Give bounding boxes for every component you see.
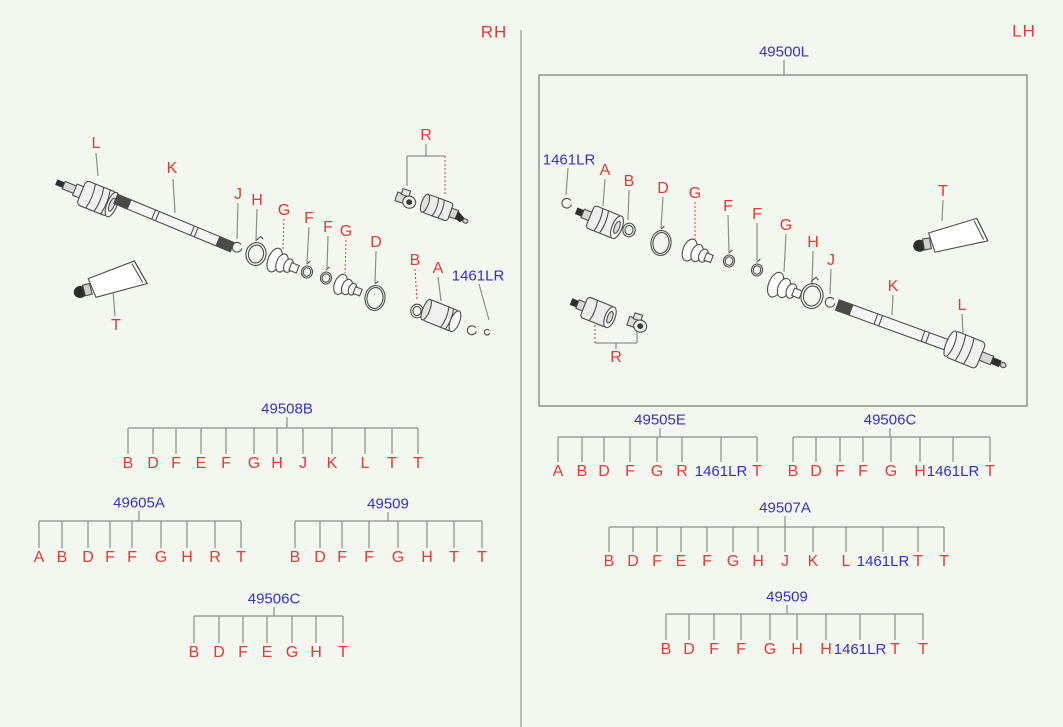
rh-dynamic-damper bbox=[419, 193, 469, 224]
rh-callout-D: D bbox=[370, 234, 382, 251]
lh-boot-band-small-2 bbox=[750, 258, 764, 277]
rh-callout-F1: F bbox=[304, 210, 314, 227]
rh-boot-band-small-2 bbox=[319, 266, 333, 285]
lh-outer-cv-joint bbox=[943, 330, 1007, 369]
rh-boot-band-small-1 bbox=[300, 260, 314, 279]
rh-callout-B: B bbox=[409, 252, 421, 269]
lh-callout-D: D bbox=[657, 180, 669, 197]
rh-damper-bracket bbox=[394, 187, 417, 209]
rh-callout-A: A bbox=[432, 260, 444, 277]
lh-callout-A: A bbox=[599, 162, 611, 179]
lh-assembly-box bbox=[538, 74, 1028, 407]
rh-callout-T: T bbox=[111, 317, 121, 334]
lh-cv-boot-2 bbox=[766, 271, 803, 300]
rh-callout-L: L bbox=[91, 135, 101, 152]
rh-callout-J: J bbox=[234, 186, 242, 203]
lh-callout-T: T bbox=[938, 183, 948, 200]
part-number-49500L: 49500L bbox=[758, 43, 810, 61]
lh-callout-L: L bbox=[957, 297, 967, 314]
lh-callout-F1: F bbox=[723, 198, 733, 215]
lh-snap-ring bbox=[561, 197, 572, 209]
rh-snap-ring-2 bbox=[483, 328, 491, 336]
lh-callout-F2: F bbox=[752, 206, 762, 223]
lh-boot-band-small-1 bbox=[722, 249, 736, 268]
lh-boot-band-d bbox=[650, 225, 672, 257]
rh-axle-shaft bbox=[113, 193, 235, 253]
callout-leader-lines bbox=[95, 60, 964, 349]
lh-circlip bbox=[824, 296, 836, 308]
lh-callout-G2: G bbox=[779, 217, 793, 234]
lh-callout-1461LR: 1461LR bbox=[542, 151, 596, 169]
rh-callout-R: R bbox=[420, 127, 432, 144]
side-label-rh: RH bbox=[480, 22, 508, 42]
lh-callout-H: H bbox=[807, 234, 819, 251]
rh-callout-1461LR: 1461LR bbox=[451, 267, 505, 285]
lh-damper-bracket bbox=[626, 312, 648, 333]
rh-boot-band-d bbox=[364, 280, 386, 312]
callout-leader-lines-dotted bbox=[282, 156, 696, 343]
lh-inner-joint-housing bbox=[574, 205, 624, 240]
rh-boot-band-large bbox=[245, 235, 267, 266]
lh-ring-b bbox=[622, 222, 636, 238]
lh-callout-R: R bbox=[610, 349, 622, 366]
rh-grease-tube bbox=[73, 260, 148, 298]
rh-cv-boot-outboard bbox=[333, 273, 363, 297]
lh-cv-boot-1 bbox=[681, 238, 714, 264]
lh-boot-band-large bbox=[800, 276, 824, 309]
rh-callout-F2: F bbox=[323, 219, 333, 236]
rh-inner-joint-housing bbox=[420, 298, 462, 333]
rh-callout-G2: G bbox=[339, 223, 353, 240]
lh-dynamic-damper bbox=[569, 296, 617, 329]
lh-grease-tube bbox=[913, 217, 989, 253]
rh-outer-cv-joint bbox=[55, 179, 120, 218]
rh-callout-G1: G bbox=[277, 202, 291, 219]
rh-cv-boot-inboard bbox=[266, 247, 300, 274]
side-label-lh: LH bbox=[1012, 21, 1036, 41]
rh-callout-H: H bbox=[251, 192, 263, 209]
rh-circlip bbox=[231, 241, 243, 253]
lh-callout-J: J bbox=[827, 252, 835, 269]
lh-callout-G1: G bbox=[688, 185, 702, 202]
rh-callout-K: K bbox=[166, 160, 178, 177]
rh-snap-ring-1 bbox=[466, 325, 477, 336]
lh-callout-B: B bbox=[623, 173, 635, 190]
lh-callout-K: K bbox=[887, 278, 899, 295]
